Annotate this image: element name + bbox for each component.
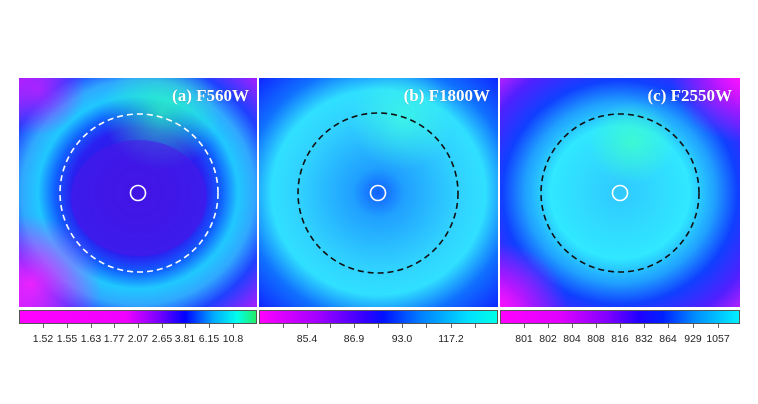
tick-mark [185,324,186,328]
tick-mark [330,324,331,328]
tick-mark [162,324,163,328]
center-circle-a [129,184,147,202]
tick-mark [307,324,308,328]
tick-label-a: 6.15 [198,333,220,345]
heatmap-image-b [259,78,498,307]
tick-label-c: 864 [659,333,677,345]
center-circle-c [611,184,629,202]
dashed-circle-c [540,113,700,273]
tick-label-c: 802 [539,333,557,345]
colorbar-c [500,310,740,324]
tick-mark [378,324,379,328]
tick-label-c: 816 [611,333,629,345]
tick-label-c: 832 [635,333,653,345]
dashed-circle-a [59,113,219,273]
tick-label-c: 1057 [706,333,730,345]
center-circle-b [369,184,387,202]
tick-label-b: 86.9 [343,333,365,345]
tick-mark [354,324,355,328]
panel-label-c: (c) F2550W [647,86,732,105]
tick-label-c: 929 [684,333,702,345]
tick-mark [233,324,234,328]
tick-label-a: 10.8 [222,333,244,345]
tick-label-b: 93.0 [391,333,413,345]
tick-mark [43,324,44,328]
tick-label-b: 85.4 [296,333,318,345]
tick-label-a: 1.77 [103,333,125,345]
tick-label-a: 2.65 [151,333,173,345]
tick-mark [718,324,719,328]
tick-mark [644,324,645,328]
panel-label-b: (b) F1800W [403,86,490,105]
heatmap-image-a [19,78,257,307]
tick-mark [524,324,525,328]
tick-mark [402,324,403,328]
tick-mark [596,324,597,328]
tick-mark [572,324,573,328]
tick-label-a: 3.81 [174,333,196,345]
tick-label-a: 2.07 [127,333,149,345]
panel-b-f1800w: (b) F1800W [259,78,498,307]
tick-label-a: 1.55 [56,333,78,345]
dashed-circle-b [297,112,459,274]
tick-mark [548,324,549,328]
tick-label-c: 801 [515,333,533,345]
tick-mark [91,324,92,328]
panel-a-f560w: (a) F560W [19,78,257,307]
tick-mark [138,324,139,328]
tick-label-c: 804 [563,333,581,345]
tick-mark [451,324,452,328]
colorbar-a [19,310,257,324]
tick-label-b: 117.2 [438,333,464,345]
tick-label-c: 808 [587,333,605,345]
tick-mark [693,324,694,328]
panel-c-f2550w: (c) F2550W [500,78,740,307]
tick-mark [209,324,210,328]
tick-mark [67,324,68,328]
colorbar-b [259,310,498,324]
panel-label-a: (a) F560W [172,86,249,105]
tick-mark [620,324,621,328]
tick-mark [475,324,476,328]
tick-mark [114,324,115,328]
tick-mark [283,324,284,328]
tick-label-a: 1.52 [32,333,54,345]
tick-mark [426,324,427,328]
tick-mark [668,324,669,328]
tick-label-a: 1.63 [80,333,102,345]
heatmap-image-c [500,78,740,307]
